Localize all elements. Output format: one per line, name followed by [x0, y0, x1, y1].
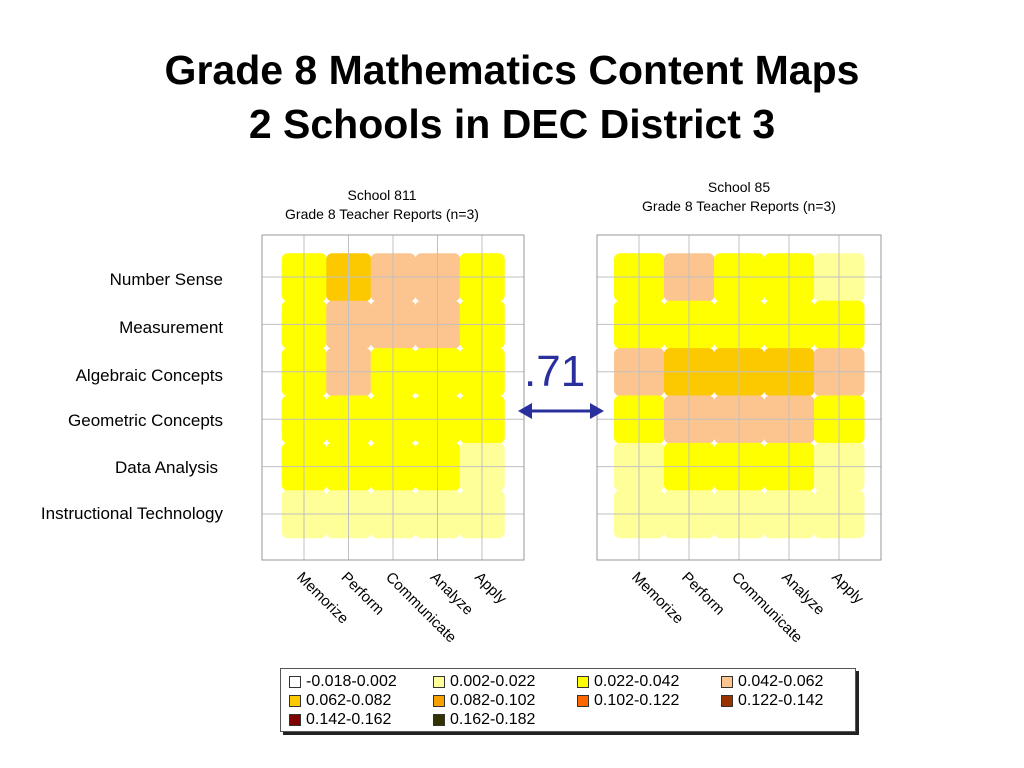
row-label: Instructional Technology [40, 504, 223, 523]
map-title-school-name: School 85 [707, 179, 771, 195]
legend-label: 0.162-0.182 [450, 711, 536, 728]
legend-label: 0.102-0.122 [594, 692, 680, 709]
legend-item: 0.062-0.082 [289, 691, 391, 711]
legend-swatch [433, 676, 445, 688]
legend-label: -0.018-0.002 [306, 673, 397, 690]
legend-item: 0.082-0.102 [433, 691, 535, 711]
map-title-school-85: School 85 Grade 8 Teacher Reports (n=3) [579, 178, 899, 216]
legend-label: 0.142-0.162 [306, 711, 392, 728]
page-title-line-2: 2 Schools in DEC District 3 [248, 101, 776, 147]
legend-label: 0.002-0.022 [450, 673, 536, 690]
row-label: Geometric Concepts [68, 411, 223, 430]
map-title-subtitle: Grade 8 Teacher Reports (n=3) [285, 206, 479, 222]
column-label: Memorize [628, 569, 687, 628]
legend-swatch [289, 676, 301, 688]
legend-swatch [433, 695, 445, 707]
row-label: Algebraic Concepts [75, 366, 223, 385]
legend-swatch [289, 714, 301, 726]
map-frame [596, 234, 882, 561]
legend-label: 0.042-0.062 [738, 673, 824, 690]
map-title-school-811: School 811 Grade 8 Teacher Reports (n=3) [222, 186, 542, 224]
legend-swatch [577, 695, 589, 707]
legend: -0.018-0.002 0.002-0.022 0.022-0.042 0.0… [280, 668, 856, 732]
row-label: Measurement [119, 318, 223, 337]
legend-swatch [721, 676, 733, 688]
legend-swatch [433, 714, 445, 726]
page-title-line-1: Grade 8 Mathematics Content Maps [164, 47, 860, 93]
legend-item: 0.002-0.022 [433, 672, 535, 692]
legend-swatch [577, 676, 589, 688]
legend-item: 0.042-0.062 [721, 672, 823, 692]
legend-label: 0.122-0.142 [738, 692, 824, 709]
legend-item: 0.122-0.142 [721, 691, 823, 711]
legend-label: 0.062-0.082 [306, 692, 392, 709]
map-title-subtitle: Grade 8 Teacher Reports (n=3) [642, 198, 836, 214]
legend-label: 0.082-0.102 [450, 692, 536, 709]
map-title-school-name: School 811 [347, 187, 417, 203]
column-label: Apply [471, 569, 510, 608]
column-label: Apply [828, 569, 867, 608]
row-label: Data Analysis [115, 458, 218, 477]
legend-item: 0.142-0.162 [289, 710, 391, 730]
row-label: Number Sense [109, 270, 223, 289]
column-label: Perform [678, 569, 728, 619]
legend-item: 0.102-0.122 [577, 691, 679, 711]
legend-swatch [289, 695, 301, 707]
double-arrow-icon [518, 403, 604, 419]
legend-swatch [721, 695, 733, 707]
content-map-school-85 [596, 234, 882, 561]
correlation-label: .71 [524, 347, 586, 396]
legend-label: 0.022-0.042 [594, 673, 680, 690]
content-map-school-811 [261, 234, 525, 561]
map-frame [261, 234, 525, 561]
legend-item: 0.162-0.182 [433, 710, 535, 730]
legend-item: -0.018-0.002 [289, 672, 397, 692]
legend-item: 0.022-0.042 [577, 672, 679, 692]
column-label: Analyze [778, 569, 828, 619]
